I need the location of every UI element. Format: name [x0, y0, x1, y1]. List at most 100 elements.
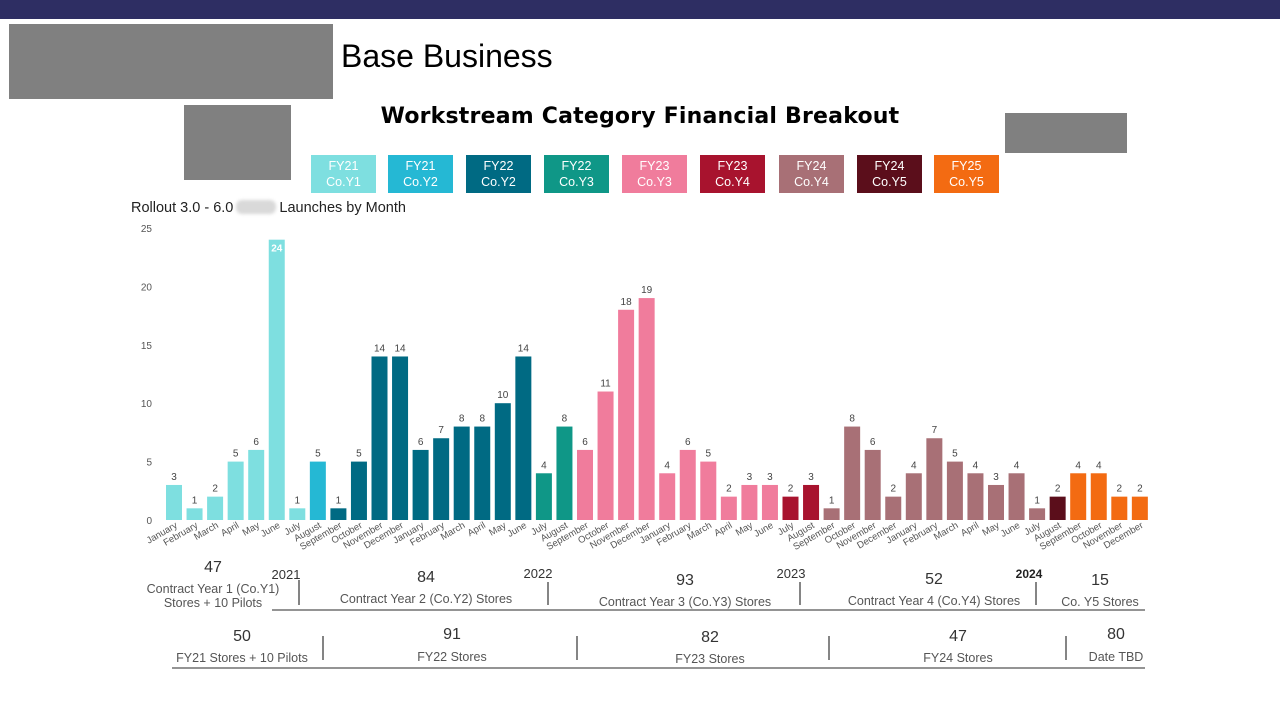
- bar: [556, 426, 573, 520]
- bar-value-label: 11: [600, 379, 611, 390]
- bar: [392, 356, 409, 520]
- contract-year-3-total: 93: [676, 572, 694, 589]
- legend-line2: Co.Y5: [949, 175, 984, 189]
- contract-year-1-label2: Stores + 10 Pilots: [164, 596, 262, 610]
- bar: [864, 449, 881, 520]
- bar: [597, 391, 614, 520]
- x-tick-label: June: [506, 520, 529, 540]
- bar: [1029, 508, 1046, 520]
- bar: [1070, 473, 1087, 520]
- subtitle-prefix: Rollout 3.0 - 6.0: [131, 200, 234, 216]
- contract-year-2-label: Contract Year 2 (Co.Y2) Stores: [340, 592, 512, 606]
- bar: [227, 461, 244, 520]
- x-tick-label: May: [241, 520, 262, 539]
- bar-value-label: 5: [706, 449, 712, 460]
- bar: [515, 356, 532, 520]
- legend-line1: FY22: [483, 159, 514, 173]
- fiscal-year-5-total: 80: [1107, 626, 1125, 643]
- bar-value-label: 6: [418, 437, 424, 448]
- bar: [1111, 496, 1128, 520]
- contract-year-4-total: 52: [925, 571, 943, 588]
- contract-year-3-label: Contract Year 3 (Co.Y3) Stores: [599, 595, 771, 609]
- bar-value-label: 1: [1034, 495, 1040, 506]
- slide-title: Base Business: [341, 38, 553, 74]
- chart-title: Workstream Category Financial Breakout: [380, 104, 900, 129]
- year-marker-2024: 2024: [1016, 567, 1043, 581]
- bar-value-label: 4: [1014, 460, 1020, 471]
- bar-value-label: 2: [1055, 484, 1061, 495]
- contract-year-2-total: 84: [417, 569, 435, 586]
- legend-line2: Co.Y4: [794, 175, 829, 189]
- bar-value-label: 2: [1137, 484, 1143, 495]
- bar: [1131, 496, 1148, 520]
- bar-value-label: 6: [253, 437, 259, 448]
- bar-value-label: 14: [394, 343, 406, 354]
- bar-value-label: 2: [1117, 484, 1123, 495]
- bar-value-label: 7: [438, 425, 444, 436]
- x-tick-label: May: [734, 520, 755, 539]
- contract-year-1-label: Contract Year 1 (Co.Y1): [147, 582, 280, 596]
- bar: [967, 473, 984, 520]
- legend-line1: FY21: [328, 159, 359, 173]
- bar: [761, 484, 778, 520]
- bar: [248, 449, 265, 520]
- bar: [166, 484, 182, 520]
- redacted-logo: [9, 24, 333, 99]
- bar-value-label: 3: [993, 472, 999, 483]
- bar: [268, 239, 285, 520]
- bar-value-label: 4: [1096, 460, 1102, 471]
- redacted-box-right: [1005, 113, 1127, 153]
- x-tick-label: June: [999, 520, 1022, 540]
- bar: [577, 449, 593, 520]
- bar: [988, 484, 1004, 520]
- bar: [782, 496, 799, 520]
- bar: [926, 438, 943, 520]
- bar: [823, 508, 840, 520]
- x-tick-label: April: [466, 520, 488, 539]
- bar-value-label: 24: [271, 244, 283, 255]
- bar-value-label: 5: [952, 449, 958, 460]
- bar: [885, 496, 902, 520]
- bar: [803, 484, 820, 520]
- x-tick-label: April: [959, 520, 981, 539]
- legend-line2: Co.Y3: [637, 175, 672, 189]
- bar-value-label: 4: [911, 460, 917, 471]
- redacted-box-left: [184, 105, 291, 180]
- legend-item: FY23 Co.Y4: [700, 155, 765, 193]
- bar: [494, 403, 511, 520]
- y-tick-label: 20: [141, 282, 153, 293]
- bar: [1090, 473, 1107, 520]
- y-tick-label: 5: [146, 458, 152, 469]
- y-tick-label: 0: [146, 516, 152, 527]
- bar-value-label: 6: [870, 437, 876, 448]
- bar-value-label: 1: [336, 495, 342, 506]
- bar: [371, 356, 388, 520]
- legend-line1: FY24: [874, 159, 905, 173]
- bar: [618, 309, 635, 520]
- bar: [433, 438, 450, 520]
- fiscal-year-1-total: 50: [233, 628, 251, 645]
- subtitle-suffix: Launches by Month: [279, 200, 406, 216]
- fiscal-year-4-label: FY24 Stores: [923, 651, 992, 665]
- bar: [1008, 473, 1025, 520]
- legend-line2: Co.Y5: [872, 175, 907, 189]
- bar: [1049, 496, 1066, 520]
- legend-item: FY24 Co.Y5: [857, 155, 922, 193]
- bar: [905, 473, 922, 520]
- bar: [207, 496, 224, 520]
- contract-year-1-total: 47: [204, 559, 222, 576]
- legend-line1: FY24: [796, 159, 827, 173]
- bar-value-label: 4: [1075, 460, 1081, 471]
- bar-value-label: 5: [356, 449, 362, 460]
- bar: [659, 473, 676, 520]
- bar-value-label: 8: [849, 414, 855, 425]
- legend-item: FY21 Co.Y1: [311, 155, 376, 193]
- legend-item: FY21 Co.Y2: [388, 155, 453, 193]
- bar-value-label: 4: [973, 460, 979, 471]
- bar: [720, 496, 737, 520]
- y-tick-label: 15: [141, 341, 153, 352]
- bar: [474, 426, 491, 520]
- fiscal-year-3-label: FY23 Stores: [675, 652, 744, 666]
